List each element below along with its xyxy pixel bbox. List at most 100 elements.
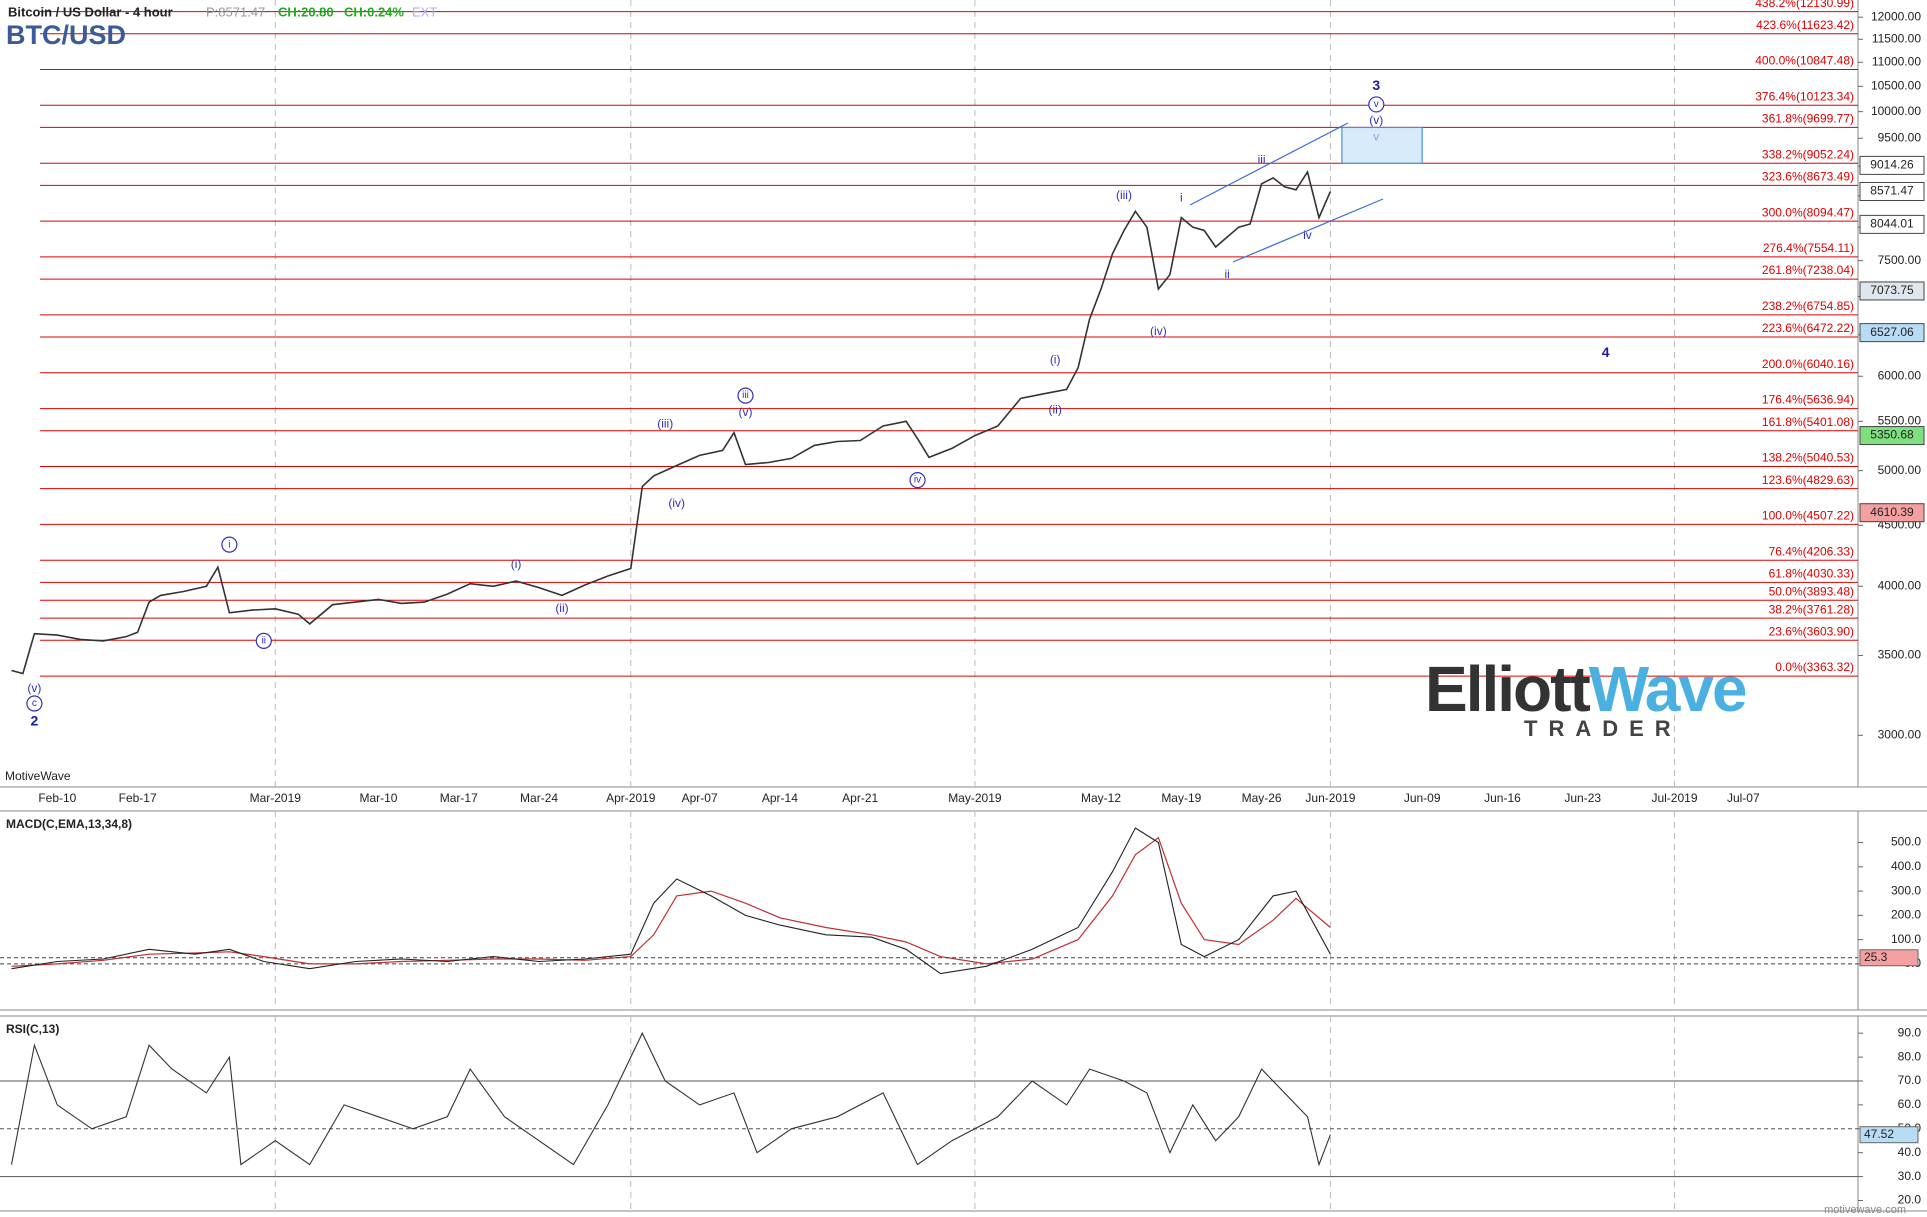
x-tick-label: Feb-17 — [119, 791, 157, 805]
fib-label: 338.2%(9052.24) — [1762, 147, 1854, 161]
wave-label: ii — [262, 635, 266, 646]
wave-circle — [255, 632, 272, 649]
header-ext: EXT — [412, 4, 437, 19]
x-tick-label: Jun-2019 — [1305, 791, 1355, 805]
wave-label: (ii) — [1048, 402, 1061, 416]
y-tick-label: 40.0 — [1898, 1145, 1922, 1159]
logo-sub: TRADER — [1524, 716, 1682, 741]
fib-label: 423.6%(11623.42) — [1756, 18, 1854, 32]
fib-label: 50.0%(3893.48) — [1769, 584, 1854, 598]
fib-label: 176.4%(5636.94) — [1762, 393, 1854, 407]
logo-part: Elliott — [1425, 653, 1590, 725]
y-tick-label: 12000.00 — [1871, 9, 1921, 23]
y-tick-label: 90.0 — [1898, 1025, 1922, 1039]
wave-label: (iii) — [657, 416, 673, 430]
x-tick-label: Apr-2019 — [606, 791, 656, 805]
wave-label: (v) — [1369, 113, 1383, 127]
wave-label: (i) — [1050, 352, 1061, 366]
y-tick-label: 10500.00 — [1871, 79, 1921, 93]
wave-circle — [26, 695, 43, 712]
y-tick-label: 9500.00 — [1878, 130, 1922, 144]
y-tick-label: 200.0 — [1891, 908, 1921, 922]
logo-part: Wave — [1589, 653, 1746, 725]
x-tick-label: Jun-09 — [1404, 791, 1441, 805]
price-marker-label: 6527.06 — [1870, 325, 1914, 339]
signal-line — [11, 836, 1331, 967]
wave-label: iii — [742, 390, 749, 401]
y-tick-label: 400.0 — [1891, 859, 1921, 873]
header-title: Bitcoin / US Dollar - 4 hour — [8, 4, 173, 19]
wave-label: i — [1180, 190, 1183, 204]
wave-label: v — [1373, 129, 1379, 143]
wave-circle — [1368, 96, 1385, 113]
fib-label: 200.0%(6040.16) — [1762, 357, 1854, 371]
y-tick-label: 11000.00 — [1872, 54, 1921, 68]
price-marker — [1859, 155, 1925, 175]
price-marker-label: 8044.01 — [1870, 217, 1914, 231]
price-marker-label: 9014.26 — [1870, 158, 1914, 172]
brand: MotiveWave — [5, 769, 71, 783]
x-tick-label: Apr-07 — [682, 791, 718, 805]
wave-circle — [221, 536, 238, 553]
x-tick-label: Jun-16 — [1484, 791, 1521, 805]
wave-circle — [737, 387, 754, 404]
header-price: P:8571.47 — [206, 4, 265, 19]
y-tick-label: 3500.00 — [1878, 648, 1922, 662]
fib-label: 76.4%(4206.33) — [1769, 544, 1854, 558]
y-tick-label: 5500.00 — [1878, 413, 1922, 427]
y-tick-label: 11500.00 — [1872, 31, 1921, 45]
logo: ElliottWave — [1425, 653, 1746, 725]
y-tick-label: 6000.00 — [1878, 368, 1922, 382]
wave-label: iv — [914, 475, 921, 486]
y-tick-label: 100.0 — [1891, 932, 1921, 946]
price-marker-label: 7073.75 — [1870, 283, 1914, 297]
fib-label: 23.6%(3603.90) — [1769, 624, 1854, 638]
fib-label: 238.2%(6754.85) — [1762, 299, 1854, 313]
y-tick-label: 60.0 — [1898, 1097, 1922, 1111]
x-tick-label: Apr-14 — [762, 791, 798, 805]
fib-label: 138.2%(5040.53) — [1762, 451, 1854, 465]
header-change-pct: CH:0.24% — [344, 4, 404, 19]
x-tick-label: May-19 — [1161, 791, 1201, 805]
x-tick-label: Feb-10 — [38, 791, 76, 805]
price-marker-label: 5350.68 — [1870, 428, 1914, 442]
wave-label: iv — [1303, 228, 1312, 242]
price-marker — [1859, 426, 1925, 446]
wave-label: (v) — [27, 681, 41, 695]
wave-label: (iv) — [668, 496, 685, 510]
fib-label: 223.6%(6472.22) — [1762, 321, 1854, 335]
fib-label: 300.0%(8094.47) — [1762, 205, 1854, 219]
wave-label: 3 — [1372, 77, 1380, 93]
x-tick-label: Jul-07 — [1727, 791, 1760, 805]
y-tick-label: 30.0 — [1898, 1169, 1922, 1183]
price-marker — [1859, 181, 1925, 201]
fib-label: 161.8%(5401.08) — [1762, 415, 1854, 429]
wave-label: iii — [1258, 153, 1266, 167]
wave-label: (i) — [511, 557, 522, 571]
x-tick-label: Apr-21 — [842, 791, 878, 805]
x-tick-label: Mar-17 — [440, 791, 478, 805]
target-box — [1341, 126, 1423, 164]
x-tick-label: May-2019 — [948, 791, 1002, 805]
site: motivewave.com — [1824, 1204, 1906, 1216]
fib-label: 123.6%(4829.63) — [1762, 473, 1854, 487]
price-marker-label: 4610.39 — [1870, 505, 1914, 519]
x-tick-label: Mar-10 — [359, 791, 397, 805]
value-marker — [1859, 949, 1919, 967]
wave-label: v — [1374, 99, 1379, 110]
value-marker — [1859, 1126, 1919, 1144]
x-tick-label: Mar-2019 — [250, 791, 302, 805]
wave-label: (iii) — [1116, 188, 1132, 202]
price-marker — [1859, 281, 1925, 301]
price-line — [11, 827, 1331, 975]
header-change: CH:20.80 — [278, 4, 334, 19]
fib-label: 400.0%(10847.48) — [1755, 54, 1854, 68]
price-line — [10, 1031, 1331, 1167]
wave-label: (v) — [738, 405, 752, 419]
price-marker — [1859, 323, 1925, 343]
x-tick-label: Mar-24 — [520, 791, 558, 805]
y-tick-label: 500.0 — [1891, 835, 1921, 849]
fib-label: 61.8%(4030.33) — [1769, 567, 1854, 581]
